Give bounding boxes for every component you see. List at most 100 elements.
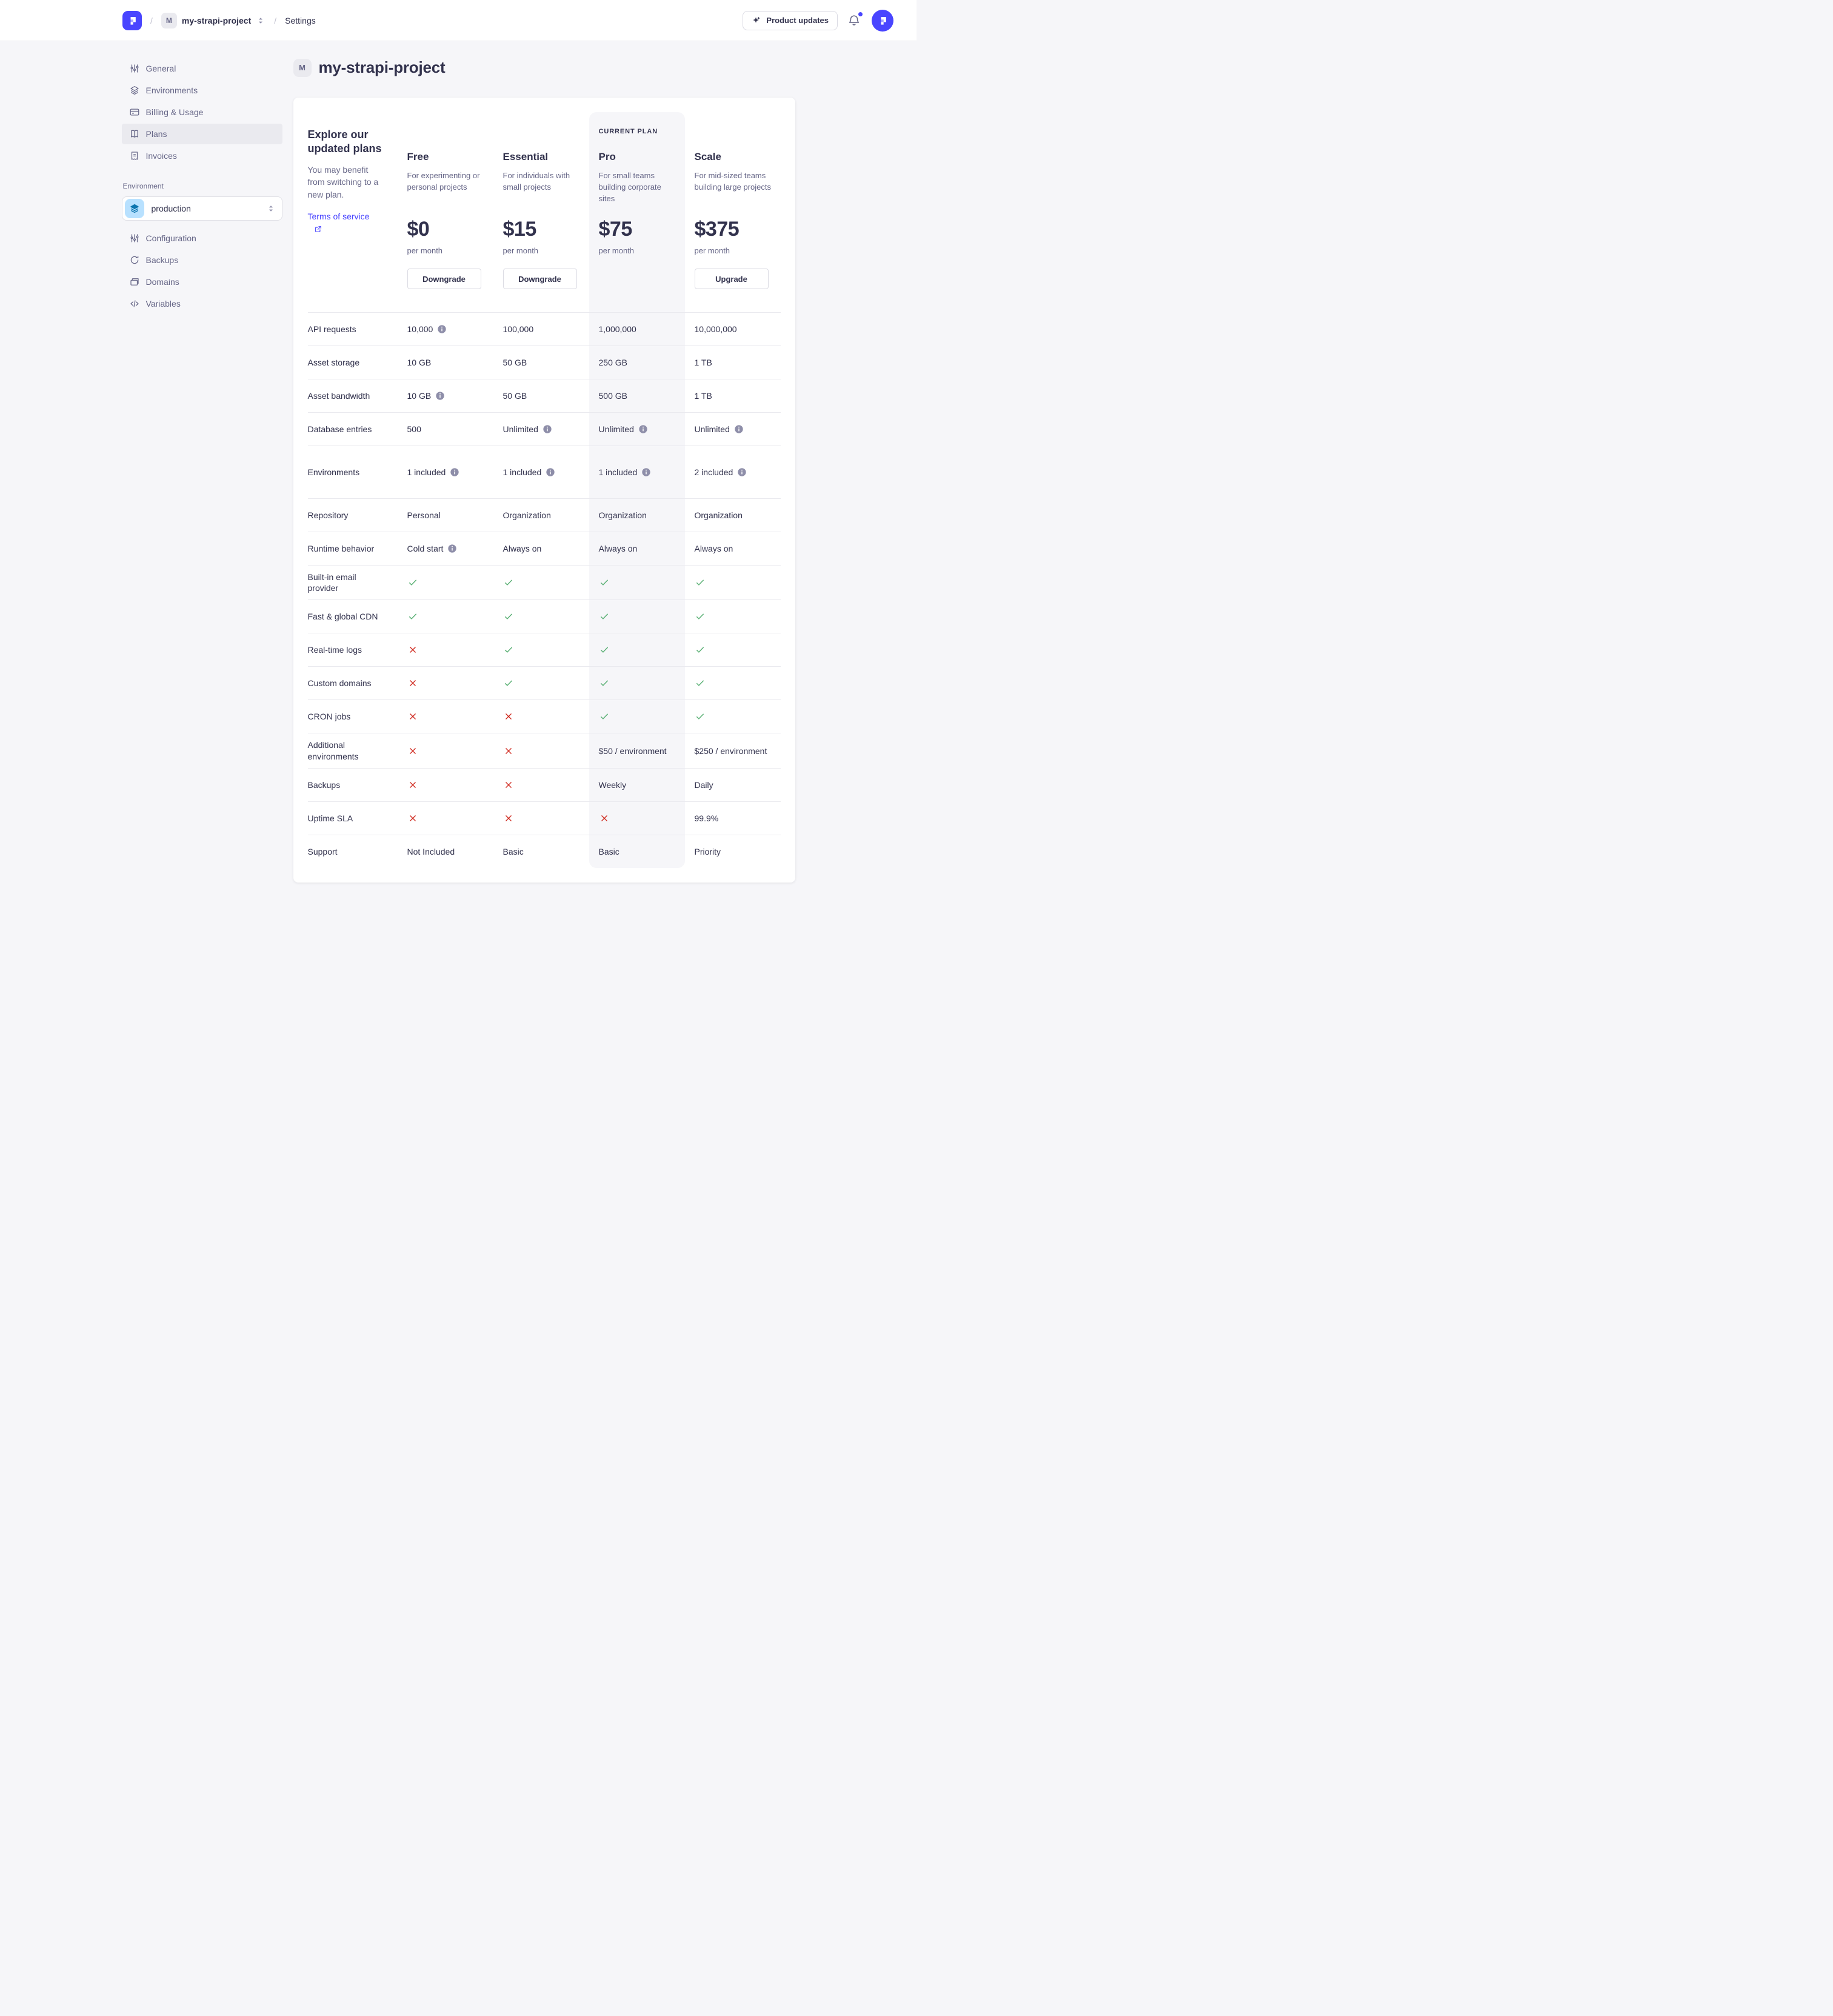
info-icon[interactable] (543, 424, 552, 434)
strapi-logo[interactable] (122, 10, 142, 30)
sort-chevrons-icon (266, 204, 276, 213)
feature-value: 50 GB (493, 346, 589, 379)
info-icon[interactable] (450, 467, 459, 477)
terms-of-service-label: Terms of service (307, 211, 370, 221)
plan-column-scale: Scale For mid-sized teams building large … (685, 112, 781, 312)
feature-label: Fast & global CDN (307, 612, 378, 622)
plan-name: Scale (694, 151, 721, 162)
feature-value (493, 566, 589, 599)
sidebar-item-configuration[interactable]: Configuration (122, 228, 282, 249)
feature-value: Organization (589, 499, 685, 532)
info-icon[interactable] (641, 467, 651, 477)
feature-value (685, 667, 781, 699)
feature-value (589, 700, 685, 733)
layers-icon (129, 85, 140, 96)
notification-dot (858, 12, 863, 16)
sidebar-item-label: Environments (145, 85, 198, 95)
info-icon[interactable] (737, 467, 747, 477)
feature-value-text: Organization (694, 510, 743, 520)
code-icon (129, 298, 140, 309)
info-icon[interactable] (546, 467, 555, 477)
info-icon[interactable] (638, 424, 648, 434)
feature-value (493, 802, 589, 835)
feature-value (493, 633, 589, 666)
plan-price: $375 (694, 218, 740, 241)
feature-value-text: Always on (598, 544, 638, 553)
sidebar-item-label: Billing & Usage (145, 107, 204, 117)
feature-value-text: 250 GB (598, 358, 627, 367)
cross-icon (407, 644, 418, 655)
feature-value-text: Personal (407, 510, 441, 520)
sidebar-item-invoices[interactable]: Invoices (122, 145, 282, 166)
sidebar-item-domains[interactable]: Domains (122, 272, 282, 292)
check-icon (599, 611, 610, 622)
feature-row-built-in-email-provider: Built-in email provider (307, 565, 781, 600)
feature-value-text: 1 included (407, 467, 446, 477)
sparkle-icon (752, 16, 761, 25)
plan-description: For mid-sized teams building large proje… (694, 171, 771, 192)
info-icon[interactable] (447, 544, 457, 553)
sliders-icon (129, 233, 140, 244)
feature-value-text: 2 included (694, 467, 733, 477)
external-link-icon (314, 225, 322, 233)
feature-value: 500 (398, 413, 493, 446)
feature-value: 10,000,000 (685, 313, 781, 345)
feature-label: Additional environments (307, 740, 359, 761)
upgrade-button-scale[interactable]: Upgrade (694, 269, 769, 289)
sidebar-item-backups[interactable]: Backups (122, 250, 282, 270)
feature-row-repository: Repository Personal Organization Organizati… (307, 498, 781, 532)
feature-label: Real-time logs (307, 645, 362, 655)
feature-value-text: Cold start (407, 544, 444, 553)
feature-row-real-time-logs: Real-time logs (307, 633, 781, 667)
avatar[interactable] (872, 9, 893, 32)
downgrade-button-free[interactable]: Downgrade (407, 269, 481, 289)
terms-of-service-link[interactable]: Terms of service (308, 210, 381, 236)
feature-value-text: Unlimited (502, 424, 538, 434)
stack-icon (129, 276, 140, 287)
feature-value: 10,000 (398, 313, 493, 345)
downgrade-button-essential[interactable]: Downgrade (502, 269, 577, 289)
feature-label: Built-in email provider (307, 572, 356, 593)
plan-column-pro: CURRENT PLAN Pro For small teams building … (589, 112, 685, 312)
feature-value (589, 801, 685, 835)
feature-value-text: 1,000,000 (598, 324, 636, 334)
feature-label: Database entries (307, 424, 372, 434)
info-icon[interactable] (435, 391, 445, 401)
sidebar-item-environments[interactable]: Environments (122, 80, 282, 101)
sliders-icon (129, 63, 140, 74)
sidebar-item-label: Backups (145, 255, 179, 265)
sidebar-item-variables[interactable]: Variables (122, 293, 282, 314)
environment-select[interactable]: production (121, 196, 282, 221)
feature-value: Unlimited (685, 413, 781, 446)
info-icon[interactable] (437, 324, 447, 334)
feature-value (398, 566, 493, 599)
refresh-icon (129, 255, 140, 265)
product-updates-button[interactable]: Product updates (743, 10, 838, 30)
feature-value: Priority (685, 835, 781, 868)
feature-value (493, 667, 589, 699)
environment-selected-value: production (151, 204, 191, 213)
info-icon[interactable] (734, 424, 744, 434)
sidebar-item-billing-usage[interactable]: Billing & Usage (122, 102, 282, 122)
feature-value (589, 600, 685, 633)
check-icon (503, 577, 514, 588)
project-selector[interactable]: M my-strapi-project (161, 12, 265, 28)
cross-icon (503, 813, 514, 824)
feature-value: Personal (398, 499, 493, 532)
feature-value: 10 GB (398, 346, 493, 379)
feature-value-text: Priority (694, 846, 721, 856)
feature-label: Asset bandwidth (307, 390, 370, 401)
notifications-bell[interactable] (847, 12, 863, 28)
cross-icon (407, 711, 418, 722)
feature-label: Support (307, 846, 338, 856)
feature-value-text: $250 / environment (694, 746, 767, 756)
current-plan-badge: CURRENT PLAN (598, 128, 658, 135)
check-icon (599, 577, 610, 588)
feature-value-text: 10 GB (407, 358, 432, 367)
feature-row-backups: Backups Weekly Daily (307, 767, 781, 801)
sidebar-item-plans[interactable]: Plans (121, 124, 282, 144)
plan-name: Essential (502, 151, 549, 162)
breadcrumb-settings: Settings (285, 15, 316, 25)
feature-value: 1 included (493, 446, 589, 498)
sidebar-item-general[interactable]: General (122, 58, 282, 79)
